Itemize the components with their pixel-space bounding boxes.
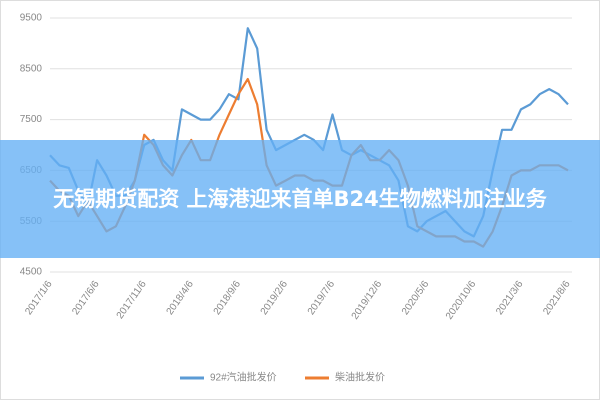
banner-text: 无锡期货配资 上海港迎来首单B24生物燃料加注业务 xyxy=(53,187,547,211)
y-tick-label: 8500 xyxy=(20,63,43,74)
x-tick-label: 2020/10/6 xyxy=(444,279,479,322)
y-tick-label: 9500 xyxy=(20,13,43,24)
x-tick-label: 2019/2/6 xyxy=(259,279,291,318)
x-tick-label: 2019/7/6 xyxy=(306,279,338,318)
x-tick-label: 2018/9/6 xyxy=(212,279,244,318)
legend-label: 92#汽油批发价 xyxy=(210,371,277,384)
x-tick-label: 2020/5/6 xyxy=(400,279,432,318)
x-tick-label: 2017/1/6 xyxy=(23,279,55,318)
legend-label: 柴油批发价 xyxy=(335,371,385,384)
banner: 无锡期货配资 上海港迎来首单B24生物燃料加注业务 xyxy=(0,140,600,258)
x-tick-label: 2017/11/6 xyxy=(115,279,149,322)
y-tick-label: 4500 xyxy=(20,267,43,278)
y-tick-label: 7500 xyxy=(20,114,43,125)
x-tick-label: 2018/4/6 xyxy=(165,279,197,318)
x-tick-label: 2021/3/6 xyxy=(494,279,526,318)
x-tick-label: 2017/6/6 xyxy=(70,279,102,318)
x-tick-label: 2021/8/6 xyxy=(541,279,573,318)
x-tick-label: 2019/12/6 xyxy=(350,279,385,322)
